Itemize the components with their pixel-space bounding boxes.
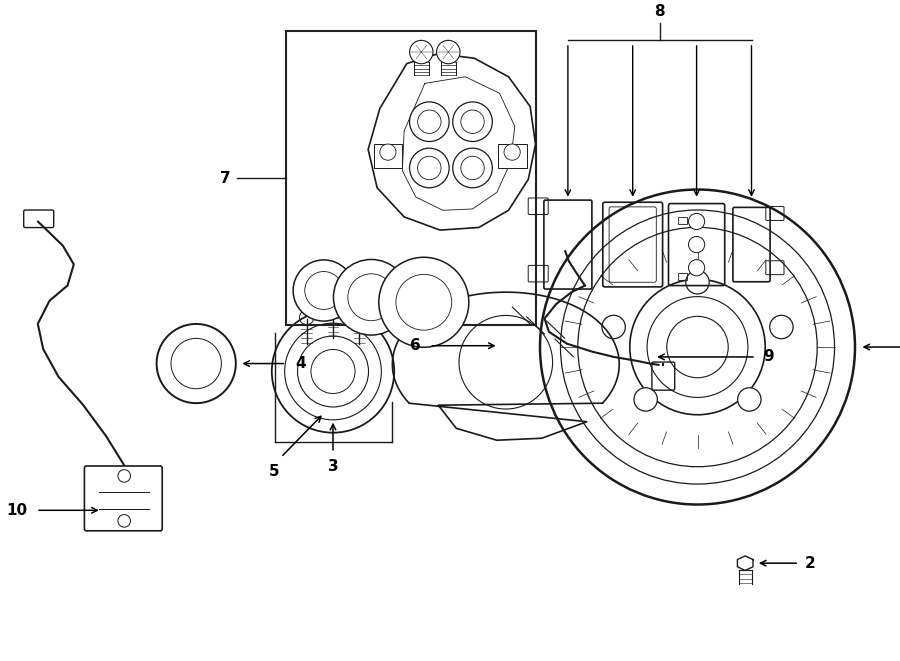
Bar [678, 217, 687, 224]
FancyBboxPatch shape [85, 466, 162, 531]
Circle shape [634, 388, 657, 411]
Circle shape [410, 40, 433, 63]
Text: 8: 8 [654, 3, 665, 19]
Circle shape [410, 148, 449, 188]
Circle shape [293, 260, 355, 321]
Circle shape [436, 40, 460, 63]
Circle shape [453, 102, 492, 141]
Circle shape [602, 315, 626, 338]
Circle shape [379, 257, 469, 347]
Text: 5: 5 [269, 464, 280, 479]
Text: 10: 10 [6, 503, 27, 518]
Bar [678, 273, 687, 280]
Circle shape [688, 214, 705, 229]
Bar [498, 144, 526, 168]
Bar [374, 144, 402, 168]
Circle shape [410, 102, 449, 141]
Circle shape [380, 144, 396, 160]
Text: 9: 9 [763, 350, 774, 364]
Circle shape [504, 144, 520, 160]
Polygon shape [368, 54, 536, 230]
Circle shape [334, 260, 410, 335]
Text: 7: 7 [220, 171, 230, 186]
Circle shape [738, 388, 761, 411]
Circle shape [688, 237, 705, 253]
Text: 3: 3 [328, 459, 338, 475]
Text: 2: 2 [805, 556, 815, 570]
Circle shape [688, 260, 705, 276]
Circle shape [686, 270, 709, 294]
Circle shape [453, 148, 492, 188]
Circle shape [770, 315, 793, 338]
Bar [286, 31, 536, 325]
Text: 4: 4 [295, 356, 306, 371]
Text: 6: 6 [410, 338, 420, 353]
Circle shape [630, 280, 765, 414]
